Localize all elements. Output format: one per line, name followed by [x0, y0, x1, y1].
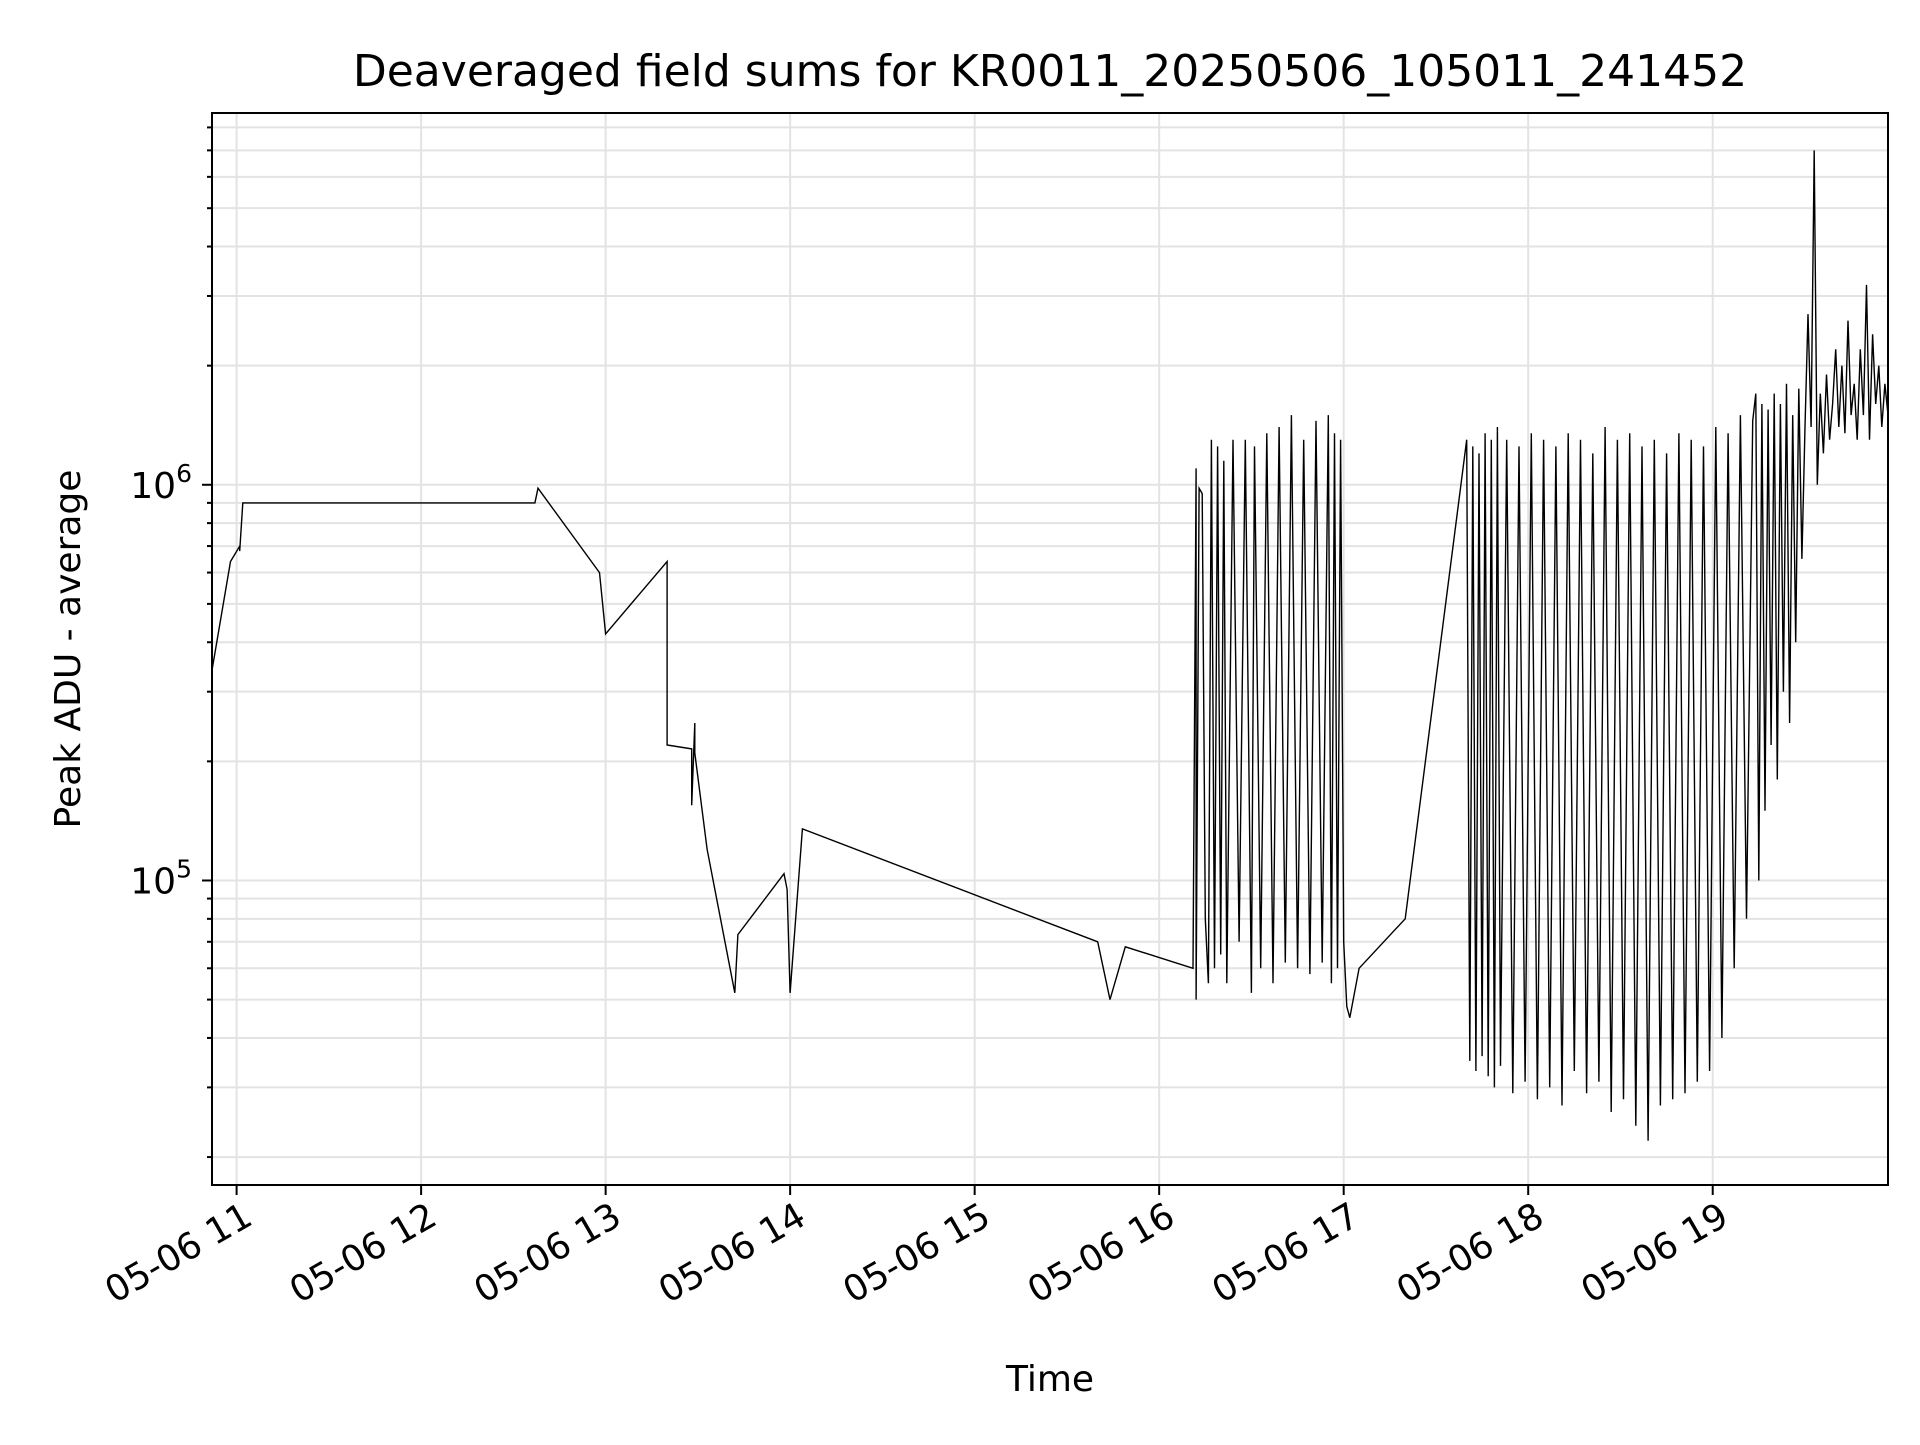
x-tick-label: 05-06 19	[1575, 1195, 1736, 1311]
x-tick-label: 05-06 12	[283, 1195, 444, 1311]
y-tick-label: 106	[130, 459, 192, 507]
chart-title: Deaveraged field sums for KR0011_2025050…	[353, 46, 1747, 97]
y-axis-label: Peak ADU - average	[48, 470, 89, 829]
x-tick-label: 05-06 18	[1390, 1195, 1551, 1311]
x-axis-label: Time	[1005, 1359, 1094, 1400]
x-tick-label: 05-06 13	[467, 1195, 628, 1311]
x-tick-label: 05-06 15	[836, 1195, 997, 1311]
x-tick-label: 05-06 11	[98, 1195, 259, 1311]
x-tick-label: 05-06 14	[652, 1195, 813, 1311]
y-axis: 105 106	[130, 126, 212, 1159]
grid	[212, 113, 1888, 1185]
y-tick-label: 105	[130, 854, 192, 902]
x-tick-label: 05-06 16	[1021, 1195, 1182, 1311]
plot-frame	[211, 112, 1889, 1186]
x-tick-label: 05-06 17	[1206, 1195, 1367, 1311]
series-line	[211, 150, 1889, 1141]
x-axis: 05-06 11 05-06 12 05-06 13 05-06 14 05-06 15…	[98, 1185, 1735, 1312]
